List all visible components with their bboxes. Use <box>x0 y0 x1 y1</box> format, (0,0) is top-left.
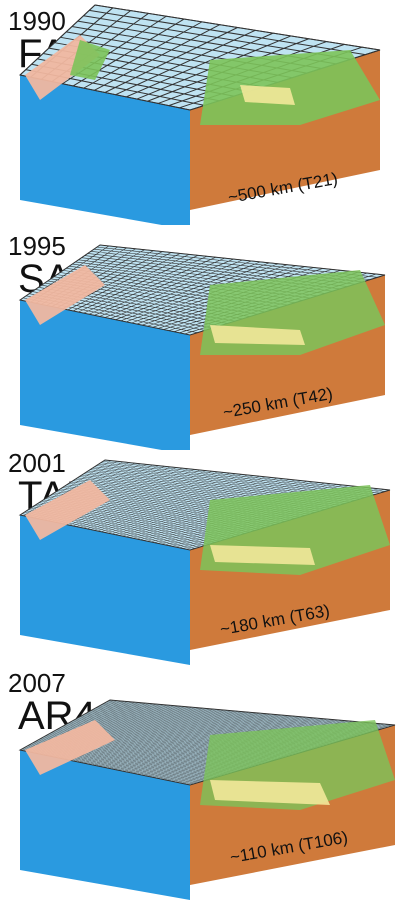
year-label-sar: 1995 <box>8 231 66 261</box>
year-label-tar: 2001 <box>8 448 66 478</box>
panel-far: 1990 FAR ~500 km (T21) <box>0 0 418 225</box>
year-label-far: 1990 <box>8 6 66 36</box>
grid-block-far <box>18 4 381 225</box>
panel-tar: 2001 TAR ~180 km (T63) <box>0 450 418 670</box>
panel-ar4: 2007 AR4 ~110 km (T106) <box>0 670 418 900</box>
grid-block-sar <box>18 244 386 450</box>
grid-block-ar4 <box>18 699 396 900</box>
panel-sar: 1995 SAR ~250 km (T42) <box>0 225 418 450</box>
year-label-ar4: 2007 <box>8 668 66 698</box>
grid-block-tar <box>18 459 391 665</box>
